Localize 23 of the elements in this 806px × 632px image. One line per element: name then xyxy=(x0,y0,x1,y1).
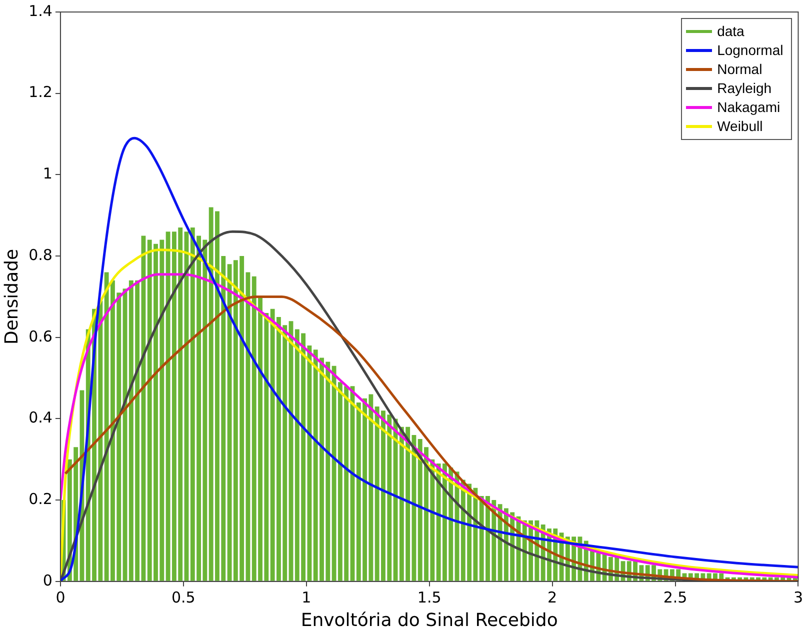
legend-label: Rayleigh xyxy=(717,79,772,98)
legend-label: Normal xyxy=(717,60,762,79)
y-tick-label: 0.8 xyxy=(28,246,52,264)
x-tick-label: 0 xyxy=(56,588,66,606)
legend-label: data xyxy=(717,22,744,41)
legend-label: Weibull xyxy=(717,117,763,136)
legend-label: Nakagami xyxy=(717,98,780,117)
y-tick-label: 1.4 xyxy=(28,2,52,20)
y-tick-label: 1 xyxy=(42,164,52,183)
y-tick-label: 1.2 xyxy=(28,83,52,102)
x-tick-label: 2 xyxy=(548,588,558,606)
y-tick-label: 0.6 xyxy=(28,327,52,346)
x-tick-label: 3 xyxy=(793,588,803,606)
y-tick-label: 0 xyxy=(42,571,52,590)
legend-label: Lognormal xyxy=(717,41,784,60)
y-axis-title: Densidade xyxy=(1,248,22,345)
x-tick-label: 0.5 xyxy=(171,588,196,606)
x-tick-label: 1.5 xyxy=(417,588,442,606)
x-axis-title: Envoltória do Sinal Recebido xyxy=(300,610,558,631)
y-tick-label: 0.4 xyxy=(28,408,52,427)
x-tick-label: 1 xyxy=(302,588,312,606)
y-tick-label: 0.2 xyxy=(28,490,52,508)
x-tick-label: 2.5 xyxy=(663,588,688,606)
